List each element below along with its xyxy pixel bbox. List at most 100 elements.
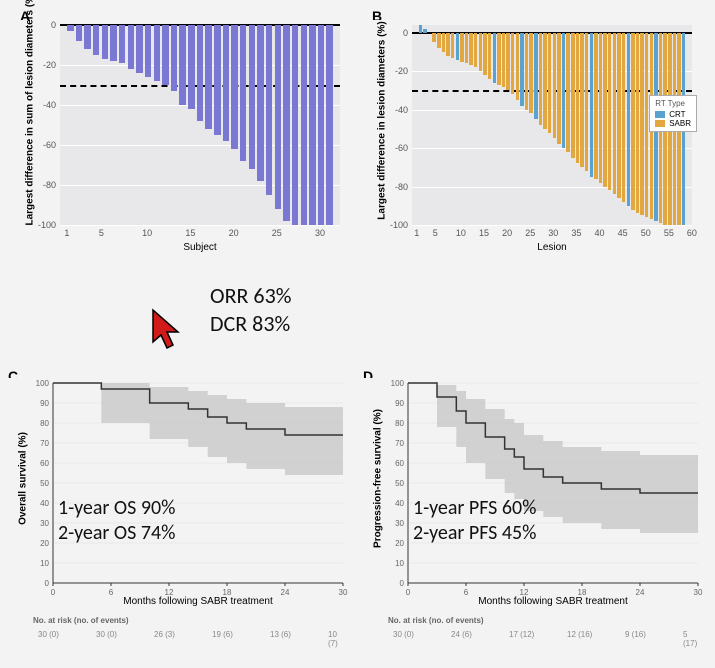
bar xyxy=(419,25,422,33)
bar xyxy=(474,33,477,68)
bar xyxy=(318,25,324,225)
panel-d-chart: Progression-free survival (%) 0102030405… xyxy=(363,378,708,648)
svg-text:40: 40 xyxy=(395,499,404,508)
bar xyxy=(93,25,99,55)
bar xyxy=(539,33,542,125)
bar xyxy=(497,33,500,85)
panel-a-chart: Largest difference in sum of lesion diam… xyxy=(20,20,350,260)
panel-a-xlabel: Subject xyxy=(60,242,340,253)
bar xyxy=(275,25,281,209)
bar xyxy=(613,33,616,195)
panel-c-xlabel: Months following SABR treatment xyxy=(53,596,343,607)
panel-c-overlay: 1-year OS 90% 2-year OS 74% xyxy=(58,496,175,546)
bar xyxy=(257,25,263,181)
bar xyxy=(529,33,532,114)
bar xyxy=(571,33,574,158)
bar xyxy=(479,33,482,71)
bar xyxy=(636,33,639,214)
svg-text:20: 20 xyxy=(40,539,49,548)
bar xyxy=(145,25,151,77)
bar xyxy=(442,33,445,52)
bar xyxy=(599,33,602,183)
bar xyxy=(543,33,546,129)
svg-text:20: 20 xyxy=(395,539,404,548)
bar xyxy=(292,25,298,225)
bar xyxy=(553,33,556,139)
legend-title: RT Type xyxy=(655,99,691,108)
bar xyxy=(631,33,634,210)
bar xyxy=(240,25,246,161)
svg-text:30: 30 xyxy=(395,519,404,528)
panel-b-chart: Largest difference in lesion diameters (… xyxy=(372,20,702,260)
panel-b-legend: RT Type CRT SABR xyxy=(649,95,697,132)
bar xyxy=(465,33,468,64)
svg-text:50: 50 xyxy=(395,479,404,488)
svg-text:30: 30 xyxy=(40,519,49,528)
svg-text:60: 60 xyxy=(40,459,49,468)
bar xyxy=(488,33,491,79)
bar xyxy=(483,33,486,75)
bar xyxy=(301,25,307,225)
bar xyxy=(557,33,560,145)
legend-item-crt: CRT xyxy=(669,110,685,119)
cursor-pointer-icon xyxy=(150,308,184,361)
bar xyxy=(162,25,168,85)
panel-a-plot: 0-20-40-60-80-100151015202530 xyxy=(60,25,340,225)
bar xyxy=(249,25,255,169)
bar xyxy=(205,25,211,129)
bar xyxy=(102,25,108,59)
bar xyxy=(460,33,463,62)
bar xyxy=(516,33,519,100)
bar xyxy=(188,25,194,109)
bar xyxy=(590,33,593,177)
bar xyxy=(136,25,142,73)
bar xyxy=(506,33,509,91)
bar xyxy=(171,25,177,91)
panel-c-risk-label: No. at risk (no. of events) xyxy=(33,616,129,625)
bar xyxy=(594,33,597,179)
bar xyxy=(309,25,315,225)
bar xyxy=(437,33,440,48)
pfs-1yr: 1-year PFS 60% xyxy=(413,496,536,521)
svg-text:100: 100 xyxy=(36,379,50,388)
dcr-text: DCR 83% xyxy=(210,310,290,337)
bar xyxy=(566,33,569,152)
svg-text:50: 50 xyxy=(40,479,49,488)
bar xyxy=(179,25,185,105)
svg-text:40: 40 xyxy=(40,499,49,508)
bar xyxy=(423,29,426,33)
bar xyxy=(603,33,606,187)
bar xyxy=(119,25,125,63)
panel-a-ylabel: Largest difference in sum of lesion diam… xyxy=(25,16,36,226)
bar xyxy=(110,25,116,61)
bar xyxy=(266,25,272,195)
panel-d-km-svg: 01020304050607080901000612182430 xyxy=(408,383,698,583)
bar xyxy=(562,33,565,148)
svg-text:100: 100 xyxy=(391,379,405,388)
bar xyxy=(451,33,454,58)
svg-text:0: 0 xyxy=(400,579,405,588)
svg-text:0: 0 xyxy=(45,579,50,588)
svg-text:60: 60 xyxy=(395,459,404,468)
bar xyxy=(214,25,220,135)
svg-text:70: 70 xyxy=(40,439,49,448)
panel-d-xlabel: Months following SABR treatment xyxy=(408,596,698,607)
bar xyxy=(231,25,237,149)
bar xyxy=(67,25,73,31)
bar xyxy=(493,33,496,83)
svg-text:10: 10 xyxy=(395,559,404,568)
bar xyxy=(534,33,537,120)
bar xyxy=(622,33,625,202)
bar xyxy=(283,25,289,221)
bar xyxy=(511,33,514,95)
bar xyxy=(576,33,579,164)
bar xyxy=(520,33,523,106)
panel-b-ylabel: Largest difference in lesion diameters (… xyxy=(377,16,388,226)
bar xyxy=(469,33,472,66)
panel-c-chart: Overall survival (%) 0102030405060708090… xyxy=(8,378,353,648)
bar xyxy=(446,33,449,56)
bar xyxy=(223,25,229,141)
svg-text:70: 70 xyxy=(395,439,404,448)
pfs-2yr: 2-year PFS 45% xyxy=(413,521,536,546)
svg-text:90: 90 xyxy=(40,399,49,408)
